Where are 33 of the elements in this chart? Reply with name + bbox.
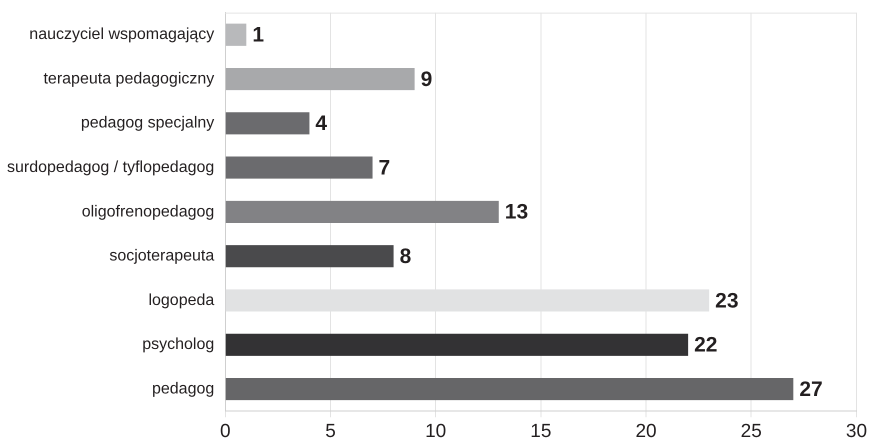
data-label: 1 [252, 24, 264, 47]
data-label: 13 [504, 200, 528, 224]
y-tick-label: pedagog specjalny [80, 114, 214, 132]
data-label: 8 [400, 244, 412, 268]
bar [226, 24, 246, 46]
data-label: 9 [420, 68, 432, 91]
x-tick-label: 10 [425, 420, 446, 442]
y-tick-label: oligofrenopedagog [82, 203, 214, 220]
bar [226, 378, 794, 400]
bar [226, 245, 394, 268]
data-label: 22 [694, 334, 718, 357]
y-tick-label: socjoterapeuta [109, 248, 214, 265]
y-tick-label: nauczyciel wspomagający [29, 26, 214, 44]
y-tick-label: surdopedagog / tyflopedagog [7, 159, 214, 176]
bar [226, 156, 373, 179]
data-label: 27 [799, 378, 823, 401]
data-label: 7 [378, 156, 390, 180]
y-tick-label: terapeuta pedagogiczny [43, 70, 214, 88]
y-tick-label: pedagog [152, 380, 214, 398]
data-label: 23 [715, 289, 739, 312]
x-tick-label: 5 [325, 420, 336, 442]
x-tick-label: 30 [846, 420, 868, 442]
bar [226, 112, 310, 134]
data-label: 4 [315, 112, 328, 136]
bar [226, 334, 688, 356]
bar [226, 68, 415, 90]
x-tick-label: 15 [530, 420, 552, 442]
x-tick-label: 0 [220, 420, 231, 442]
y-tick-label: psycholog [142, 336, 214, 354]
bar [226, 200, 499, 223]
y-tick-label: logopeda [148, 292, 214, 309]
x-tick-label: 25 [740, 420, 762, 442]
x-tick-label: 20 [635, 420, 657, 442]
